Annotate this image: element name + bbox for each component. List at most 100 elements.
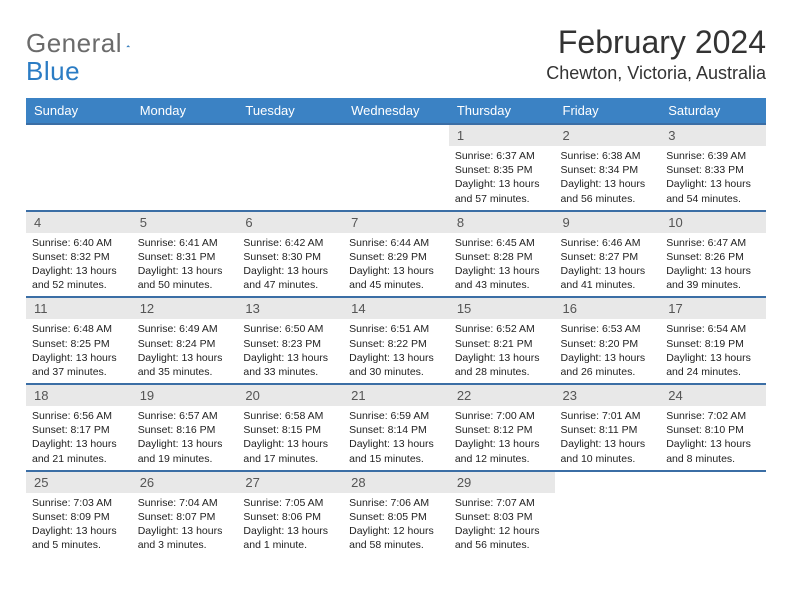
title-block: February 2024 Chewton, Victoria, Austral… <box>546 24 766 84</box>
calendar-row: 18Sunrise: 6:56 AMSunset: 8:17 PMDayligh… <box>26 384 766 471</box>
day-number: 7 <box>343 212 449 233</box>
day-number: 6 <box>237 212 343 233</box>
calendar-cell: 3Sunrise: 6:39 AMSunset: 8:33 PMDaylight… <box>660 124 766 211</box>
calendar-cell: 19Sunrise: 6:57 AMSunset: 8:16 PMDayligh… <box>132 384 238 471</box>
calendar-cell: 14Sunrise: 6:51 AMSunset: 8:22 PMDayligh… <box>343 297 449 384</box>
day-number: 15 <box>449 298 555 319</box>
calendar-cell: 25Sunrise: 7:03 AMSunset: 8:09 PMDayligh… <box>26 471 132 557</box>
day-number: 9 <box>555 212 661 233</box>
day-number: 4 <box>26 212 132 233</box>
calendar-cell: 13Sunrise: 6:50 AMSunset: 8:23 PMDayligh… <box>237 297 343 384</box>
day-details: Sunrise: 6:41 AMSunset: 8:31 PMDaylight:… <box>132 233 238 297</box>
calendar-cell: 10Sunrise: 6:47 AMSunset: 8:26 PMDayligh… <box>660 211 766 298</box>
day-details: Sunrise: 6:58 AMSunset: 8:15 PMDaylight:… <box>237 406 343 470</box>
day-details: Sunrise: 7:03 AMSunset: 8:09 PMDaylight:… <box>26 493 132 557</box>
calendar-cell: 28Sunrise: 7:06 AMSunset: 8:05 PMDayligh… <box>343 471 449 557</box>
day-header: Sunday <box>26 98 132 124</box>
day-details: Sunrise: 6:38 AMSunset: 8:34 PMDaylight:… <box>555 146 661 210</box>
calendar-cell: 9Sunrise: 6:46 AMSunset: 8:27 PMDaylight… <box>555 211 661 298</box>
day-details: Sunrise: 6:40 AMSunset: 8:32 PMDaylight:… <box>26 233 132 297</box>
calendar-row: 4Sunrise: 6:40 AMSunset: 8:32 PMDaylight… <box>26 211 766 298</box>
calendar-row: 25Sunrise: 7:03 AMSunset: 8:09 PMDayligh… <box>26 471 766 557</box>
day-details: Sunrise: 6:51 AMSunset: 8:22 PMDaylight:… <box>343 319 449 383</box>
day-number: 21 <box>343 385 449 406</box>
day-details: Sunrise: 6:46 AMSunset: 8:27 PMDaylight:… <box>555 233 661 297</box>
day-number: 27 <box>237 472 343 493</box>
day-header: Wednesday <box>343 98 449 124</box>
day-number: 25 <box>26 472 132 493</box>
day-number: 26 <box>132 472 238 493</box>
day-number: 11 <box>26 298 132 319</box>
day-details: Sunrise: 7:02 AMSunset: 8:10 PMDaylight:… <box>660 406 766 470</box>
day-number: 5 <box>132 212 238 233</box>
day-details: Sunrise: 6:49 AMSunset: 8:24 PMDaylight:… <box>132 319 238 383</box>
day-number: 1 <box>449 125 555 146</box>
calendar-cell <box>555 471 661 557</box>
day-details: Sunrise: 6:44 AMSunset: 8:29 PMDaylight:… <box>343 233 449 297</box>
calendar-cell: 5Sunrise: 6:41 AMSunset: 8:31 PMDaylight… <box>132 211 238 298</box>
day-number: 18 <box>26 385 132 406</box>
day-details: Sunrise: 6:37 AMSunset: 8:35 PMDaylight:… <box>449 146 555 210</box>
calendar-cell: 20Sunrise: 6:58 AMSunset: 8:15 PMDayligh… <box>237 384 343 471</box>
logo: General <box>26 28 154 59</box>
calendar-body: 1Sunrise: 6:37 AMSunset: 8:35 PMDaylight… <box>26 124 766 556</box>
day-number: 28 <box>343 472 449 493</box>
calendar-cell <box>343 124 449 211</box>
calendar-cell <box>660 471 766 557</box>
day-number: 3 <box>660 125 766 146</box>
calendar-table: SundayMondayTuesdayWednesdayThursdayFrid… <box>26 98 766 556</box>
day-number: 20 <box>237 385 343 406</box>
day-number: 22 <box>449 385 555 406</box>
month-title: February 2024 <box>546 24 766 61</box>
calendar-cell: 29Sunrise: 7:07 AMSunset: 8:03 PMDayligh… <box>449 471 555 557</box>
calendar-cell: 15Sunrise: 6:52 AMSunset: 8:21 PMDayligh… <box>449 297 555 384</box>
day-number: 10 <box>660 212 766 233</box>
calendar-cell: 4Sunrise: 6:40 AMSunset: 8:32 PMDaylight… <box>26 211 132 298</box>
day-details: Sunrise: 7:01 AMSunset: 8:11 PMDaylight:… <box>555 406 661 470</box>
day-number: 12 <box>132 298 238 319</box>
day-details: Sunrise: 7:06 AMSunset: 8:05 PMDaylight:… <box>343 493 449 557</box>
calendar-cell: 11Sunrise: 6:48 AMSunset: 8:25 PMDayligh… <box>26 297 132 384</box>
day-details: Sunrise: 6:39 AMSunset: 8:33 PMDaylight:… <box>660 146 766 210</box>
day-number: 29 <box>449 472 555 493</box>
calendar-cell: 8Sunrise: 6:45 AMSunset: 8:28 PMDaylight… <box>449 211 555 298</box>
day-number: 13 <box>237 298 343 319</box>
logo-text-blue: Blue <box>26 56 80 86</box>
day-header-row: SundayMondayTuesdayWednesdayThursdayFrid… <box>26 98 766 124</box>
calendar-cell: 7Sunrise: 6:44 AMSunset: 8:29 PMDaylight… <box>343 211 449 298</box>
location: Chewton, Victoria, Australia <box>546 63 766 84</box>
calendar-cell: 17Sunrise: 6:54 AMSunset: 8:19 PMDayligh… <box>660 297 766 384</box>
day-number: 8 <box>449 212 555 233</box>
calendar-cell: 21Sunrise: 6:59 AMSunset: 8:14 PMDayligh… <box>343 384 449 471</box>
calendar-cell <box>132 124 238 211</box>
day-header: Tuesday <box>237 98 343 124</box>
calendar-cell: 23Sunrise: 7:01 AMSunset: 8:11 PMDayligh… <box>555 384 661 471</box>
day-details: Sunrise: 6:50 AMSunset: 8:23 PMDaylight:… <box>237 319 343 383</box>
calendar-row: 11Sunrise: 6:48 AMSunset: 8:25 PMDayligh… <box>26 297 766 384</box>
calendar-cell <box>237 124 343 211</box>
day-number: 17 <box>660 298 766 319</box>
day-details: Sunrise: 6:47 AMSunset: 8:26 PMDaylight:… <box>660 233 766 297</box>
day-header: Thursday <box>449 98 555 124</box>
day-details: Sunrise: 6:52 AMSunset: 8:21 PMDaylight:… <box>449 319 555 383</box>
day-details: Sunrise: 6:42 AMSunset: 8:30 PMDaylight:… <box>237 233 343 297</box>
day-details: Sunrise: 7:07 AMSunset: 8:03 PMDaylight:… <box>449 493 555 557</box>
calendar-cell <box>26 124 132 211</box>
day-details: Sunrise: 7:00 AMSunset: 8:12 PMDaylight:… <box>449 406 555 470</box>
day-details: Sunrise: 7:05 AMSunset: 8:06 PMDaylight:… <box>237 493 343 557</box>
day-number: 16 <box>555 298 661 319</box>
day-details: Sunrise: 6:53 AMSunset: 8:20 PMDaylight:… <box>555 319 661 383</box>
day-number: 2 <box>555 125 661 146</box>
day-details: Sunrise: 6:57 AMSunset: 8:16 PMDaylight:… <box>132 406 238 470</box>
day-header: Saturday <box>660 98 766 124</box>
day-number: 14 <box>343 298 449 319</box>
calendar-cell: 22Sunrise: 7:00 AMSunset: 8:12 PMDayligh… <box>449 384 555 471</box>
calendar-cell: 27Sunrise: 7:05 AMSunset: 8:06 PMDayligh… <box>237 471 343 557</box>
day-details: Sunrise: 6:59 AMSunset: 8:14 PMDaylight:… <box>343 406 449 470</box>
calendar-cell: 6Sunrise: 6:42 AMSunset: 8:30 PMDaylight… <box>237 211 343 298</box>
day-number: 23 <box>555 385 661 406</box>
logo-sail-icon <box>126 37 130 55</box>
day-number: 19 <box>132 385 238 406</box>
calendar-cell: 12Sunrise: 6:49 AMSunset: 8:24 PMDayligh… <box>132 297 238 384</box>
calendar-row: 1Sunrise: 6:37 AMSunset: 8:35 PMDaylight… <box>26 124 766 211</box>
